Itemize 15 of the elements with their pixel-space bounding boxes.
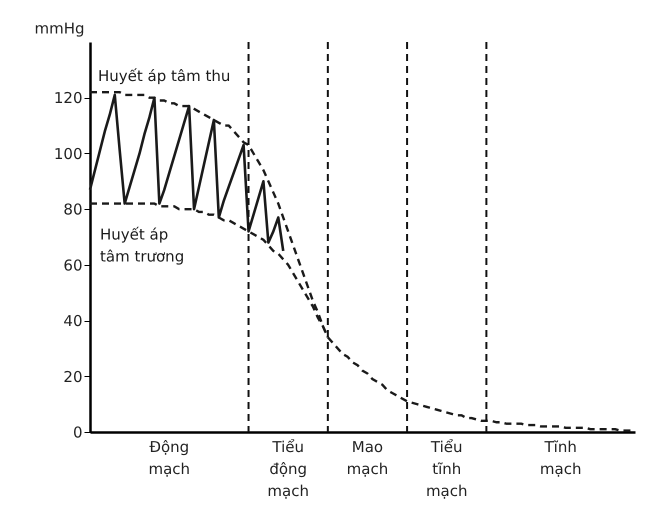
y-tick-label: 20 <box>63 368 82 386</box>
series-label: Huyết áp tâm thu <box>98 67 230 86</box>
y-tick-label: 80 <box>63 200 82 219</box>
text: Động mạch <box>148 438 190 478</box>
y-tick-label: 60 <box>63 256 82 274</box>
y-tick-label: 0 <box>72 424 82 442</box>
y-axis-title: mmHg <box>34 20 84 38</box>
text: Mao mạch <box>346 438 388 478</box>
text: Tiểu động mạch <box>267 438 309 500</box>
series-label: Huyết áp tâm trương <box>100 226 184 266</box>
text: Tiểu tĩnh mạch <box>426 438 468 500</box>
y-tick-label: 120 <box>54 89 82 108</box>
text: Tĩnh mạch <box>540 438 582 478</box>
y-tick-label: 100 <box>54 144 82 163</box>
y-tick-label: 40 <box>63 312 82 330</box>
